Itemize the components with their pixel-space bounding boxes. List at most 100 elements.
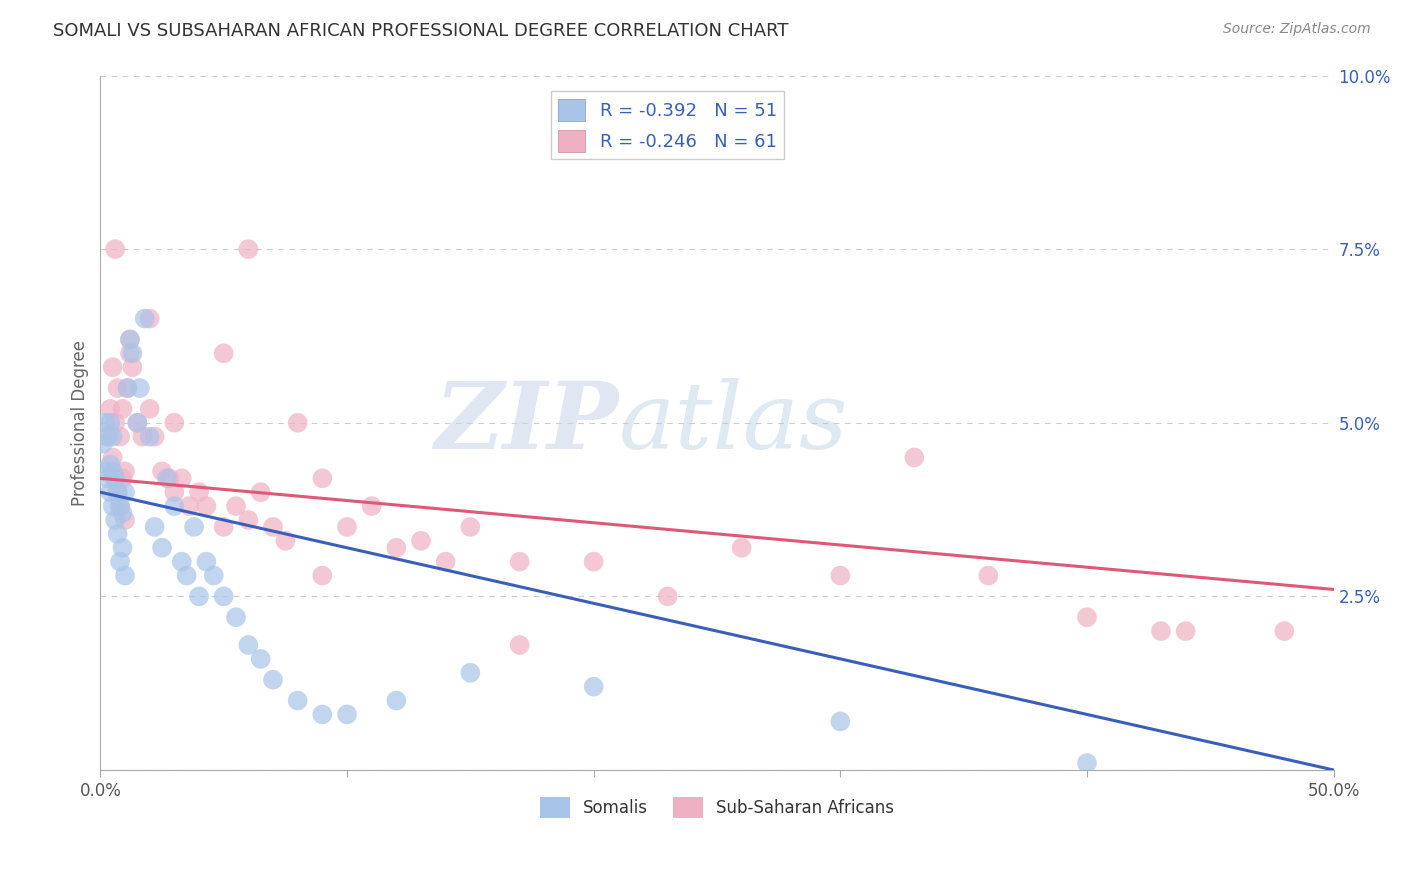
Point	[114, 464, 136, 478]
Point	[138, 430, 160, 444]
Point	[98, 485, 121, 500]
Point	[434, 555, 457, 569]
Point	[249, 485, 271, 500]
Point	[460, 520, 482, 534]
Point	[287, 693, 309, 707]
Point	[1174, 624, 1197, 639]
Point	[188, 485, 211, 500]
Point	[170, 555, 193, 569]
Point	[101, 450, 124, 465]
Point	[138, 311, 160, 326]
Point	[311, 707, 333, 722]
Point	[202, 568, 225, 582]
Point	[509, 555, 531, 569]
Point	[94, 464, 117, 478]
Point	[830, 714, 852, 729]
Point	[170, 471, 193, 485]
Point	[360, 499, 382, 513]
Point	[460, 665, 482, 680]
Point	[107, 485, 129, 500]
Point	[94, 416, 117, 430]
Point	[977, 568, 1000, 582]
Point	[101, 360, 124, 375]
Point	[108, 430, 131, 444]
Point	[163, 485, 186, 500]
Point	[107, 485, 129, 500]
Point	[107, 381, 129, 395]
Point	[114, 513, 136, 527]
Point	[114, 485, 136, 500]
Point	[179, 499, 201, 513]
Point	[657, 590, 679, 604]
Point	[274, 533, 297, 548]
Point	[183, 520, 205, 534]
Point	[127, 416, 149, 430]
Point	[262, 520, 284, 534]
Point	[128, 381, 150, 395]
Point	[176, 568, 198, 582]
Point	[150, 464, 173, 478]
Point	[163, 499, 186, 513]
Point	[104, 513, 127, 527]
Point	[150, 541, 173, 555]
Point	[212, 346, 235, 360]
Point	[143, 520, 166, 534]
Point	[97, 430, 120, 444]
Point	[582, 680, 605, 694]
Point	[156, 471, 179, 485]
Point	[1150, 624, 1173, 639]
Point	[509, 638, 531, 652]
Point	[91, 436, 114, 450]
Point	[111, 401, 134, 416]
Point	[97, 471, 120, 485]
Point	[138, 401, 160, 416]
Point	[225, 610, 247, 624]
Text: Source: ZipAtlas.com: Source: ZipAtlas.com	[1223, 22, 1371, 37]
Point	[98, 458, 121, 472]
Point	[225, 499, 247, 513]
Point	[336, 707, 359, 722]
Point	[287, 416, 309, 430]
Point	[582, 555, 605, 569]
Point	[385, 541, 408, 555]
Point	[117, 381, 139, 395]
Point	[385, 693, 408, 707]
Point	[111, 506, 134, 520]
Point	[108, 555, 131, 569]
Point	[903, 450, 925, 465]
Point	[104, 471, 127, 485]
Legend: Somalis, Sub-Saharan Africans: Somalis, Sub-Saharan Africans	[533, 790, 901, 824]
Point	[212, 520, 235, 534]
Point	[101, 430, 124, 444]
Point	[127, 416, 149, 430]
Point	[104, 471, 127, 485]
Point	[830, 568, 852, 582]
Point	[311, 471, 333, 485]
Point	[114, 568, 136, 582]
Point	[121, 346, 143, 360]
Point	[188, 590, 211, 604]
Point	[131, 430, 153, 444]
Point	[98, 401, 121, 416]
Point	[101, 499, 124, 513]
Point	[104, 242, 127, 256]
Point	[195, 499, 218, 513]
Point	[107, 527, 129, 541]
Point	[238, 242, 260, 256]
Point	[336, 520, 359, 534]
Text: SOMALI VS SUBSAHARAN AFRICAN PROFESSIONAL DEGREE CORRELATION CHART: SOMALI VS SUBSAHARAN AFRICAN PROFESSIONA…	[53, 22, 789, 40]
Text: ZIP: ZIP	[434, 377, 619, 467]
Point	[108, 499, 131, 513]
Point	[98, 416, 121, 430]
Point	[730, 541, 752, 555]
Point	[212, 590, 235, 604]
Point	[409, 533, 432, 548]
Point	[143, 430, 166, 444]
Point	[262, 673, 284, 687]
Point	[238, 638, 260, 652]
Point	[111, 541, 134, 555]
Point	[134, 311, 156, 326]
Point	[1272, 624, 1295, 639]
Point	[121, 360, 143, 375]
Point	[238, 513, 260, 527]
